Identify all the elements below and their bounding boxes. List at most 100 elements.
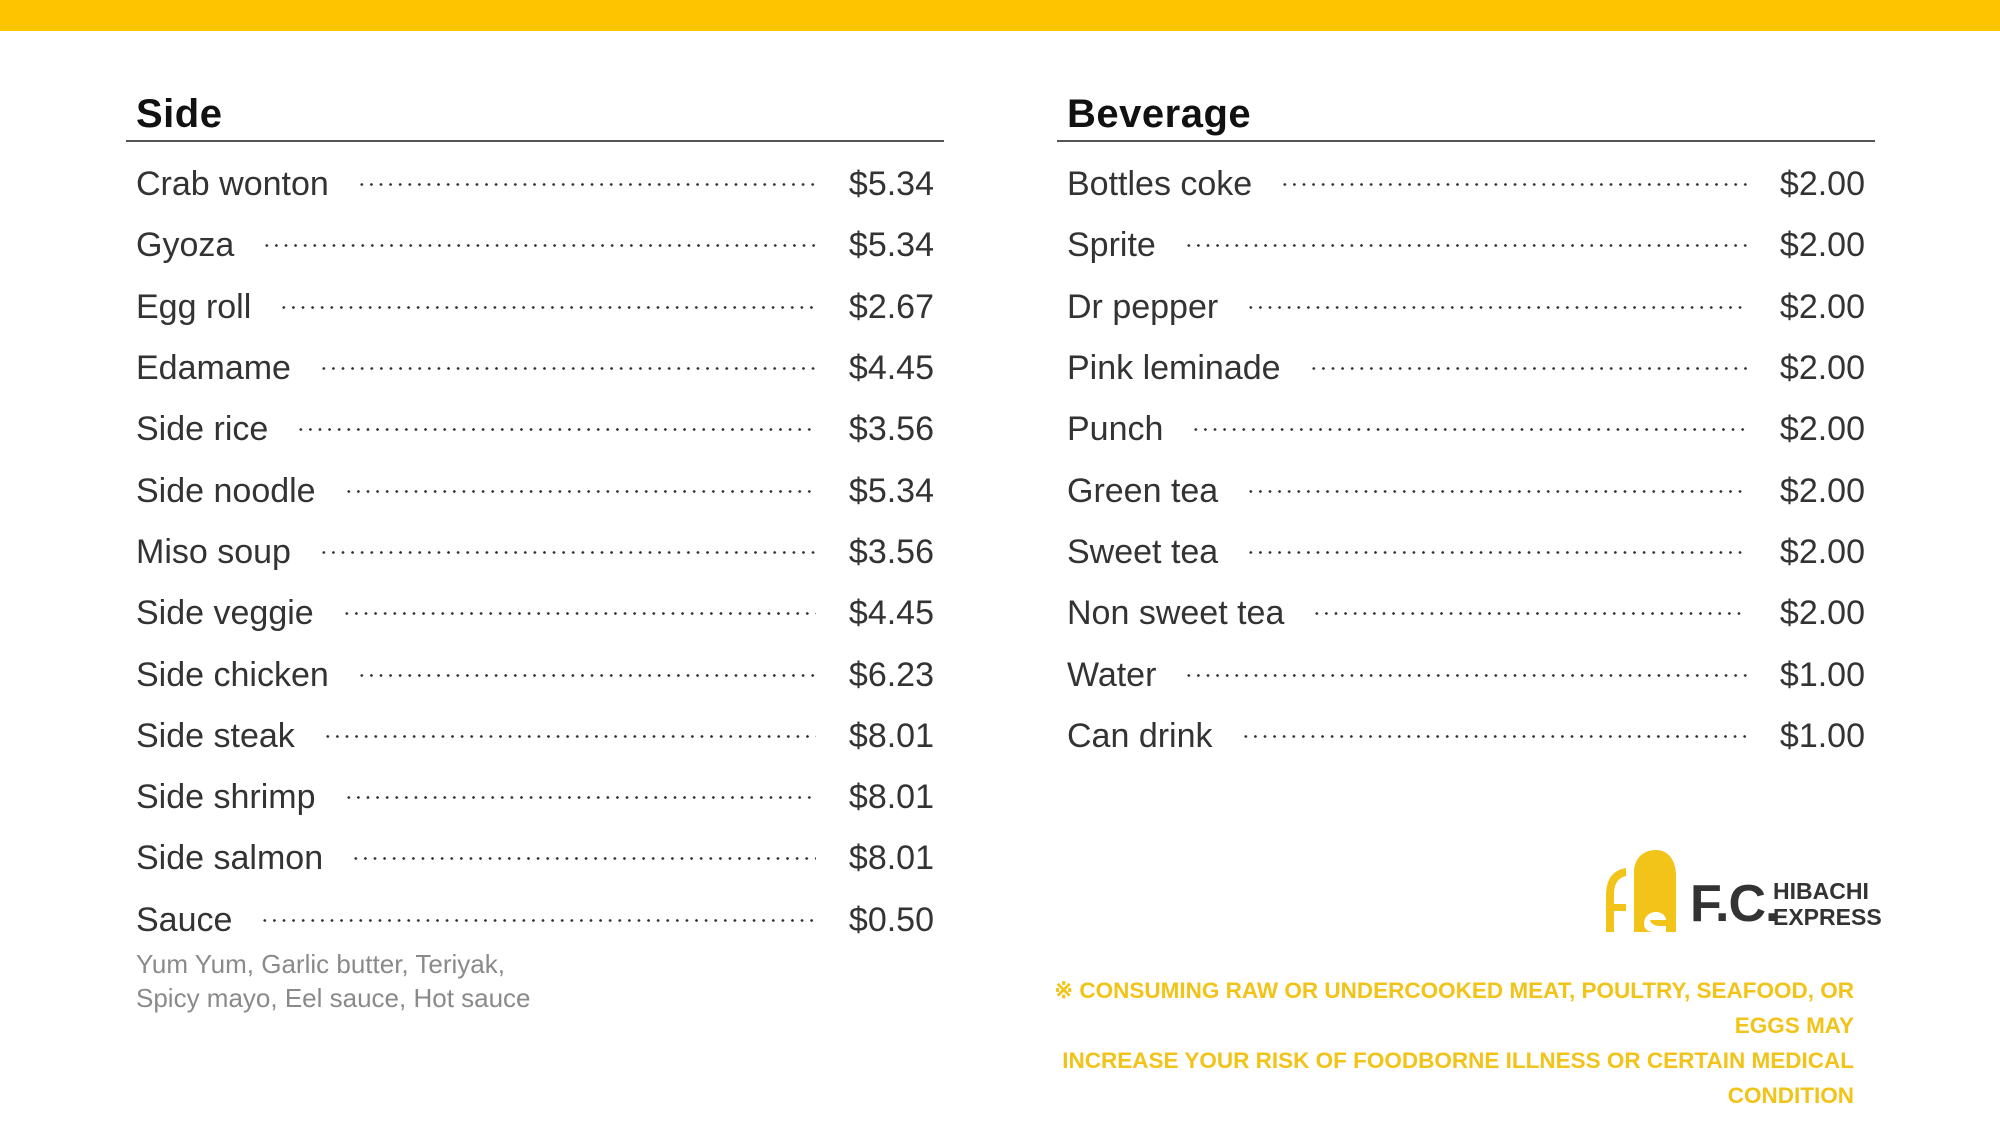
menu-item-price: $2.00 bbox=[1779, 226, 1865, 265]
dot-leader bbox=[1246, 550, 1747, 554]
menu-item-name: Side salmon bbox=[136, 839, 324, 878]
dot-leader bbox=[351, 857, 816, 861]
dot-leader bbox=[343, 489, 816, 493]
logo-fc-text: F.C. bbox=[1690, 875, 1779, 933]
menu-item-name: Dr pepper bbox=[1067, 287, 1219, 326]
side-menu-section: Side Crab wonton $5.34 Gyoza $5.34 Egg r… bbox=[126, 88, 944, 1015]
menu-item-name: Crab wonton bbox=[136, 165, 329, 204]
dot-leader bbox=[318, 550, 816, 554]
menu-item-name: Side noodle bbox=[136, 471, 316, 510]
fc-hibachi-logo-icon bbox=[1606, 850, 1676, 932]
menu-item-name: Green tea bbox=[1067, 471, 1219, 510]
menu-item-price: $2.00 bbox=[1779, 349, 1865, 388]
menu-item: Side noodle $5.34 bbox=[126, 460, 944, 521]
logo-subtitle: HIBACHI EXPRESS bbox=[1773, 878, 1882, 930]
section-divider bbox=[126, 140, 944, 142]
dot-leader bbox=[1308, 367, 1747, 371]
menu-item: Side salmon $8.01 bbox=[126, 828, 944, 889]
menu-item: Non sweet tea $2.00 bbox=[1057, 583, 1875, 644]
logo-line-express: EXPRESS bbox=[1773, 904, 1882, 930]
dot-leader bbox=[1246, 489, 1747, 493]
menu-item: Side steak $8.01 bbox=[126, 706, 944, 767]
menu-item: Sprite $2.00 bbox=[1057, 215, 1875, 276]
beverage-item-list: Bottles coke $2.00 Sprite $2.00 Dr peppe… bbox=[1057, 154, 1875, 767]
menu-item-name: Side chicken bbox=[136, 655, 329, 694]
disclaimer-line: ※ CONSUMING RAW OR UNDERCOOKED MEAT, POU… bbox=[1054, 978, 1854, 1038]
menu-item: Can drink $1.00 bbox=[1057, 706, 1875, 767]
logo-line-hibachi: HIBACHI bbox=[1773, 878, 1869, 904]
menu-item: Dr pepper $2.00 bbox=[1057, 277, 1875, 338]
menu-item-price: $0.50 bbox=[848, 900, 934, 939]
menu-item-name: Non sweet tea bbox=[1067, 594, 1285, 633]
menu-item-name: Water bbox=[1067, 655, 1157, 694]
section-title-beverage: Beverage bbox=[1067, 92, 1252, 136]
menu-item-price: $5.34 bbox=[848, 226, 934, 265]
menu-item: Punch $2.00 bbox=[1057, 399, 1875, 460]
menu-item-price: $2.00 bbox=[1779, 471, 1865, 510]
menu-item-price: $8.01 bbox=[848, 778, 934, 817]
menu-item-name: Gyoza bbox=[136, 226, 235, 265]
menu-item: Sweet tea $2.00 bbox=[1057, 522, 1875, 583]
menu-item-name: Side veggie bbox=[136, 594, 314, 633]
dot-leader bbox=[296, 428, 816, 432]
dot-leader bbox=[318, 367, 816, 371]
dot-leader bbox=[1240, 734, 1747, 738]
section-divider bbox=[1057, 140, 1875, 142]
dot-leader bbox=[262, 244, 816, 248]
dot-leader bbox=[1312, 612, 1747, 616]
menu-item: Water $1.00 bbox=[1057, 644, 1875, 705]
dot-leader bbox=[1246, 305, 1747, 309]
menu-item-price: $2.00 bbox=[1779, 594, 1865, 633]
menu-item-price: $8.01 bbox=[848, 716, 934, 755]
menu-item-price: $1.00 bbox=[1779, 716, 1865, 755]
menu-item-name: Miso soup bbox=[136, 532, 291, 571]
menu-item: Side shrimp $8.01 bbox=[126, 767, 944, 828]
top-accent-bar bbox=[0, 0, 2000, 31]
sauce-options-note: Yum Yum, Garlic butter, Teriyak, Spicy m… bbox=[126, 947, 944, 1015]
menu-item: Side chicken $6.23 bbox=[126, 644, 944, 705]
menu-item: Side rice $3.56 bbox=[126, 399, 944, 460]
menu-item: Gyoza $5.34 bbox=[126, 215, 944, 276]
beverage-menu-section: Beverage Bottles coke $2.00 Sprite $2.00… bbox=[1057, 88, 1875, 767]
menu-item-name: Edamame bbox=[136, 349, 291, 388]
menu-item: Crab wonton $5.34 bbox=[126, 154, 944, 215]
menu-item-name: Side rice bbox=[136, 410, 269, 449]
menu-item-price: $5.34 bbox=[848, 165, 934, 204]
food-safety-disclaimer: ※ CONSUMING RAW OR UNDERCOOKED MEAT, POU… bbox=[1014, 973, 1854, 1113]
sauce-note-line: Spicy mayo, Eel sauce, Hot sauce bbox=[136, 982, 531, 1013]
fc-hibachi-express-logo: F.C. HIBACHI EXPRESS bbox=[1600, 848, 1882, 938]
menu-item-name: Egg roll bbox=[136, 287, 252, 326]
menu-item-price: $3.56 bbox=[848, 410, 934, 449]
menu-item-price: $2.00 bbox=[1779, 532, 1865, 571]
dot-leader bbox=[260, 918, 816, 922]
menu-item-name: Side steak bbox=[136, 716, 295, 755]
dot-leader bbox=[343, 796, 816, 800]
dot-leader bbox=[1191, 428, 1747, 432]
dot-leader bbox=[1280, 183, 1747, 187]
dot-leader bbox=[356, 183, 816, 187]
menu-item-price: $4.45 bbox=[848, 594, 934, 633]
menu-item: Edamame $4.45 bbox=[126, 338, 944, 399]
menu-item-name: Can drink bbox=[1067, 716, 1213, 755]
menu-item-price: $1.00 bbox=[1779, 655, 1865, 694]
menu-item-price: $2.00 bbox=[1779, 287, 1865, 326]
menu-item-price: $2.00 bbox=[1779, 165, 1865, 204]
menu-item: Pink leminade $2.00 bbox=[1057, 338, 1875, 399]
menu-item-price: $2.00 bbox=[1779, 410, 1865, 449]
sauce-note-line: Yum Yum, Garlic butter, Teriyak, bbox=[136, 948, 505, 979]
section-title-side: Side bbox=[136, 92, 223, 136]
disclaimer-line: INCREASE YOUR RISK OF FOODBORNE ILLNESS … bbox=[1062, 1048, 1854, 1108]
menu-item: Green tea $2.00 bbox=[1057, 460, 1875, 521]
menu-item-name: Sprite bbox=[1067, 226, 1156, 265]
menu-item-price: $8.01 bbox=[848, 839, 934, 878]
menu-item-name: Punch bbox=[1067, 410, 1164, 449]
menu-item-name: Bottles coke bbox=[1067, 165, 1253, 204]
menu-item-name: Sweet tea bbox=[1067, 532, 1219, 571]
dot-leader bbox=[279, 305, 816, 309]
menu-item: Sauce $0.50 bbox=[126, 890, 944, 951]
dot-leader bbox=[356, 673, 816, 677]
menu-item-price: $4.45 bbox=[848, 349, 934, 388]
menu-item-name: Side shrimp bbox=[136, 778, 316, 817]
menu-item-price: $2.67 bbox=[848, 287, 934, 326]
menu-item: Egg roll $2.67 bbox=[126, 277, 944, 338]
